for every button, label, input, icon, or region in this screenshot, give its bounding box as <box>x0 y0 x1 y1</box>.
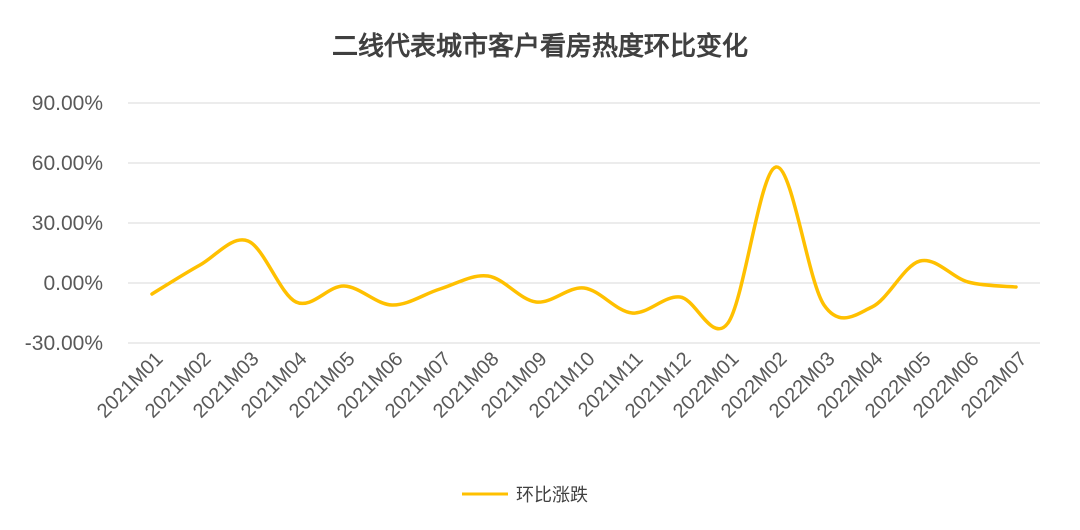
series-line <box>150 165 1018 331</box>
chart-title: 二线代表城市客户看房热度环比变化 <box>332 31 748 62</box>
gridlines <box>128 102 1040 344</box>
y-axis-tick-labels: 90.00% 60.00% 30.00% 0.00% -30.00% <box>25 92 103 355</box>
legend-label: 环比涨跌 <box>516 485 588 506</box>
legend: 环比涨跌 <box>462 485 588 506</box>
y-tick-label: 90.00% <box>32 92 103 115</box>
y-tick-label: 30.00% <box>32 212 103 235</box>
y-tick-label: -30.00% <box>25 332 103 355</box>
y-tick-label: 60.00% <box>32 152 103 175</box>
y-tick-label: 0.00% <box>43 272 103 295</box>
x-axis-tick-labels: 2021M012021M022021M032021M042021M052021M… <box>93 348 1032 423</box>
series-lines <box>150 165 1018 331</box>
